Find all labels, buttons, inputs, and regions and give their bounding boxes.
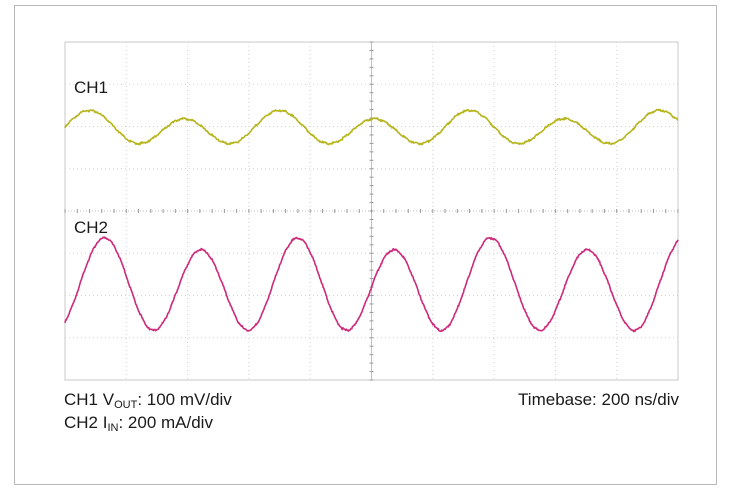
traces <box>64 108 679 333</box>
ch1-prefix: CH1 V <box>64 390 115 409</box>
ch2-prefix: CH2 I <box>64 413 108 432</box>
ch2-subscript: IN <box>107 422 119 434</box>
ch1-scale: : 100 mV/div <box>137 390 232 409</box>
ch1-subscript: OUT <box>114 399 138 411</box>
grid <box>64 41 679 381</box>
ch2-scale: : 200 mA/div <box>118 413 213 432</box>
ch1-trace-label: CH1 <box>74 78 109 97</box>
ch2-trace <box>64 236 679 333</box>
ch1-scale-caption: CH1 VOUT: 100 mV/div <box>64 390 232 415</box>
timebase-caption: Timebase: 200 ns/div <box>518 390 679 409</box>
ch1-trace <box>64 108 679 146</box>
figure-frame <box>14 5 717 485</box>
ch2-trace-label: CH2 <box>74 218 109 237</box>
ch2-scale-caption: CH2 IIN: 200 mA/div <box>64 413 213 438</box>
